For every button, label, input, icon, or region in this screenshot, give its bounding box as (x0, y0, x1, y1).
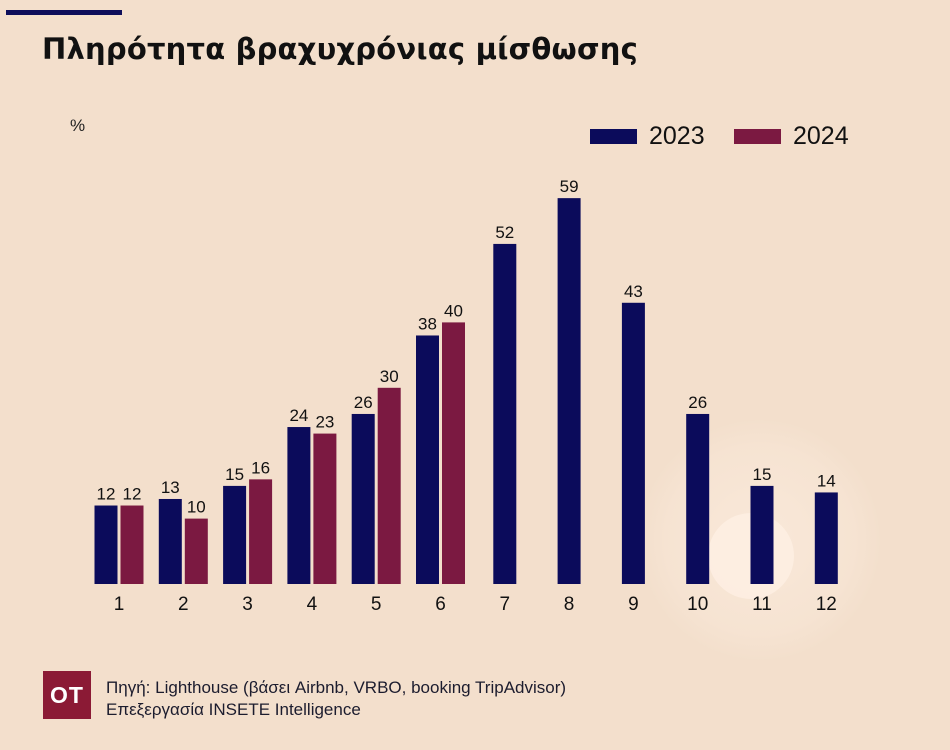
data-label-2024-5: 30 (380, 367, 399, 386)
y-unit-label: % (70, 116, 86, 135)
x-tick-label-10: 10 (687, 594, 708, 615)
ot-logo: OT (43, 671, 91, 719)
source-line-1: Πηγή: Lighthouse (βάσει Airbnb, VRBO, bo… (106, 678, 567, 697)
bar-2023-12 (814, 492, 838, 584)
data-label-2023-9: 43 (624, 282, 643, 301)
source-note: Πηγή: Lighthouse (βάσει Airbnb, VRBO, bo… (106, 677, 566, 721)
top-accent-rule (6, 10, 122, 15)
legend-swatch-2023 (590, 128, 637, 144)
legend-item-2023: 2023 (590, 121, 705, 151)
data-label-2024-3: 16 (251, 458, 270, 477)
x-tick-label-5: 5 (371, 594, 382, 615)
data-label-2024-2: 10 (187, 498, 206, 517)
bar-2023-11 (750, 485, 774, 584)
x-tick-label-6: 6 (435, 594, 446, 615)
legend-label-2024: 2024 (793, 121, 849, 150)
bar-2024-5 (377, 387, 401, 584)
data-label-2023-8: 59 (560, 177, 579, 196)
data-label-2023-12: 14 (817, 471, 836, 490)
bar-2023-1 (94, 505, 118, 584)
x-tick-label-12: 12 (816, 594, 837, 615)
x-tick-label-7: 7 (500, 594, 511, 615)
bar-2024-6 (442, 322, 465, 584)
chart-title: Πληρότητα βραχυχρόνιας μίσθωσης (42, 32, 638, 66)
data-label-2024-6: 40 (444, 301, 463, 320)
x-tick-label-4: 4 (307, 594, 318, 615)
data-label-2023-1: 12 (97, 485, 116, 504)
data-label-2023-7: 52 (495, 223, 514, 242)
data-label-2023-4: 24 (289, 406, 308, 425)
bar-2024-1 (120, 505, 144, 584)
x-tick-label-11: 11 (752, 594, 772, 615)
data-label-2023-3: 15 (225, 465, 244, 484)
data-label-2024-4: 23 (315, 413, 334, 432)
bar-2023-6 (416, 335, 439, 584)
bar-2023-10 (686, 413, 710, 584)
x-tick-label-2: 2 (178, 594, 189, 615)
bar-2023-4 (287, 427, 311, 584)
data-label-2023-10: 26 (688, 393, 707, 412)
x-tick-label-9: 9 (628, 594, 639, 615)
bar-2024-3 (249, 479, 273, 584)
bar-2024-2 (184, 518, 208, 584)
bar-2023-2 (158, 498, 182, 584)
x-tick-label-8: 8 (564, 594, 575, 615)
legend-swatch-2024 (734, 128, 781, 144)
bar-2023-8 (557, 198, 581, 584)
bar-2024-4 (313, 433, 337, 584)
data-label-2023-6: 38 (418, 314, 437, 333)
bar-chart: 12 12 1 13 10 2 15 16 3 24 23 4 26 30 5 38 40 6 52 7 59 8 43 9 2… (94, 177, 838, 615)
data-label-2023-11: 15 (753, 465, 772, 484)
data-label-2023-5: 26 (354, 393, 373, 412)
source-line-2: Επεξεργασία INSETE Intelligence (106, 700, 361, 719)
bar-2023-5 (351, 413, 375, 584)
legend-item-2024: 2024 (734, 121, 849, 151)
x-tick-label-3: 3 (242, 594, 253, 615)
bar-2023-9 (621, 302, 645, 584)
bar-2023-3 (223, 485, 247, 584)
bar-2023-7 (493, 243, 517, 585)
x-tick-label-1: 1 (114, 594, 125, 615)
data-label-2023-2: 13 (161, 478, 180, 497)
legend-label-2023: 2023 (649, 121, 705, 150)
data-label-2024-1: 12 (123, 485, 142, 504)
